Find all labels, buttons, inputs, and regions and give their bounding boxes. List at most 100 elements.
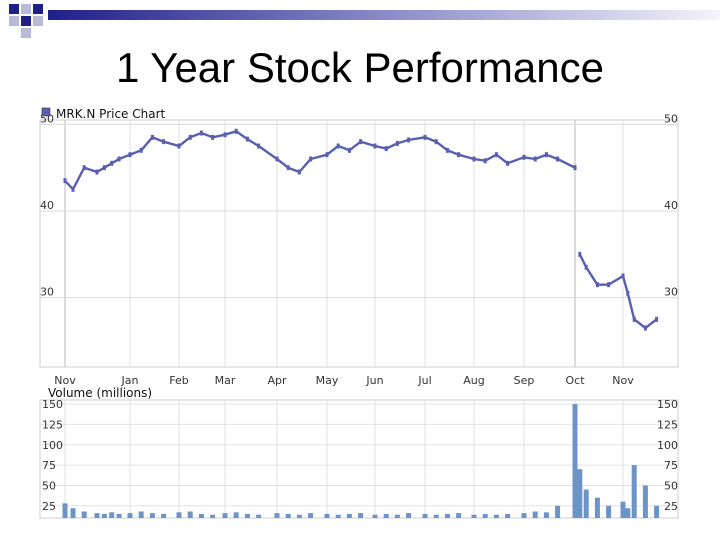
price-point — [556, 156, 560, 162]
volume-bar — [493, 514, 499, 518]
volume-bar — [422, 513, 428, 518]
x-tick-label: Nov — [612, 374, 634, 387]
price-point — [384, 146, 388, 152]
volume-y-tick-right: 75 — [664, 459, 678, 472]
price-y-tick-right: 40 — [664, 199, 678, 212]
volume-bar — [577, 469, 583, 518]
price-point — [457, 152, 461, 158]
volume-bar — [256, 514, 262, 518]
volume-bar — [296, 514, 302, 518]
price-point — [71, 186, 75, 192]
volume-bar — [471, 514, 477, 518]
volume-y-tick-right: 125 — [657, 418, 678, 431]
volume-bar — [555, 505, 561, 518]
volume-y-tick-right: 100 — [657, 439, 678, 452]
stock-chart: 50 50 40 40 30 30 MRK.N Price Chart Nov Jan Feb Ma… — [39, 107, 679, 519]
price-point — [395, 140, 399, 146]
volume-bar — [406, 513, 412, 518]
volume-bar — [543, 512, 549, 518]
price-point — [472, 156, 476, 162]
price-point — [643, 325, 647, 331]
volume-bar — [532, 511, 538, 518]
volume-bar — [138, 511, 144, 518]
price-point — [177, 143, 181, 149]
price-point — [621, 273, 625, 279]
price-point — [128, 152, 132, 158]
price-point — [95, 169, 99, 175]
volume-bar — [456, 513, 462, 518]
volume-bar — [198, 513, 204, 518]
price-point — [234, 128, 238, 134]
price-point — [506, 160, 510, 166]
price-point — [626, 290, 630, 296]
price-point — [336, 143, 340, 149]
price-point — [211, 134, 215, 140]
volume-y-tick-right: 150 — [657, 398, 678, 411]
volume-bar — [244, 513, 250, 518]
price-point — [150, 134, 154, 140]
volume-bar — [187, 511, 193, 518]
price-point — [139, 147, 143, 153]
x-tick-label: Jul — [417, 374, 431, 387]
volume-bar — [274, 513, 280, 518]
volume-bar — [81, 511, 87, 518]
volume-chart-title: Volume (millions) — [48, 386, 152, 400]
price-point — [245, 136, 249, 142]
volume-bar — [109, 512, 115, 518]
price-point — [607, 282, 611, 288]
price-point — [595, 282, 599, 288]
price-point — [199, 130, 203, 136]
volume-bar — [101, 513, 107, 518]
price-point — [223, 132, 227, 138]
volume-bar — [210, 514, 216, 518]
price-point — [297, 169, 301, 175]
x-tick-label: Oct — [565, 374, 585, 387]
price-y-tick-right: 30 — [664, 286, 678, 299]
price-point — [494, 152, 498, 158]
price-point — [162, 139, 166, 145]
volume-y-tick-left: 125 — [42, 418, 63, 431]
title-decoration — [9, 4, 720, 38]
x-tick-label: Nov — [54, 374, 76, 387]
x-tick-label: Jan — [121, 374, 139, 387]
volume-bar — [70, 508, 76, 518]
volume-bar — [572, 404, 578, 518]
square-icon — [41, 107, 51, 117]
price-point — [63, 178, 67, 184]
volume-bar — [594, 497, 600, 518]
volume-bar — [606, 505, 612, 518]
slide-title: 1 Year Stock Performance — [116, 44, 604, 91]
price-point — [117, 156, 121, 162]
volume-bar — [642, 485, 648, 518]
price-point — [407, 137, 411, 143]
volume-bar — [346, 513, 352, 518]
volume-bar — [372, 514, 378, 518]
volume-y-tick-left: 25 — [42, 500, 56, 513]
price-point — [286, 165, 290, 171]
price-point — [309, 156, 313, 162]
x-tick-label: May — [316, 374, 339, 387]
volume-y-tick-right: 25 — [664, 500, 678, 513]
price-point — [110, 160, 114, 166]
price-y-tick-left: 30 — [40, 286, 54, 299]
price-point — [275, 156, 279, 162]
price-point — [82, 165, 86, 171]
price-point — [655, 316, 659, 322]
volume-bar — [620, 501, 626, 518]
volume-bar — [222, 513, 228, 518]
decoration-squares — [9, 4, 43, 38]
volume-bar — [631, 465, 637, 518]
price-point — [522, 154, 526, 160]
volume-bar — [444, 513, 450, 518]
volume-y-tick-left: 150 — [42, 398, 63, 411]
price-point — [483, 158, 487, 164]
volume-bar — [285, 513, 291, 518]
price-point — [632, 316, 636, 322]
price-point — [257, 143, 261, 149]
x-tick-label: Aug — [463, 374, 484, 387]
price-point — [102, 165, 106, 171]
price-plot-area — [39, 119, 679, 368]
volume-bar — [505, 513, 511, 518]
price-point — [325, 152, 329, 158]
price-point — [578, 251, 582, 257]
